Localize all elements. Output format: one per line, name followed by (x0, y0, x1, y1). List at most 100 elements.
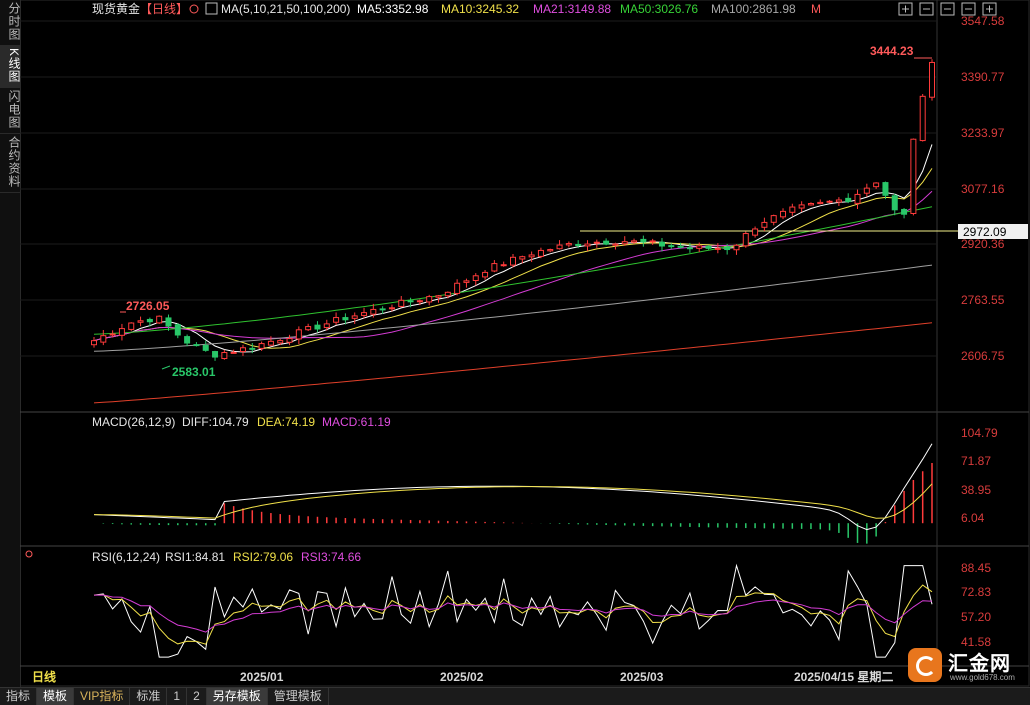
candle (100, 330, 107, 346)
candle (798, 201, 805, 213)
candle (919, 94, 926, 142)
candle-body (873, 182, 880, 188)
candle-body (658, 241, 665, 247)
candle (323, 319, 330, 331)
price-tick: 2920.36 (961, 237, 1005, 251)
chart-toolbar (898, 2, 997, 16)
main-legend: 现货黄金 【日线】 MA(5,10,21,50,100,200) MA5:335… (92, 1, 821, 16)
candle (705, 245, 712, 250)
tab-standard[interactable]: 标准 (130, 688, 168, 705)
candle (845, 193, 852, 204)
candle (761, 217, 768, 232)
candle (649, 238, 656, 245)
ma50-value: MA50:3026.76 (620, 2, 698, 16)
candle-body (91, 340, 97, 346)
macd-axis: 104.79 71.87 38.95 6.04 (961, 426, 998, 525)
candle (193, 342, 200, 347)
chart-area[interactable]: 现货黄金 【日线】 MA(5,10,21,50,100,200) MA5:335… (20, 0, 1030, 687)
candle (472, 273, 479, 286)
candle-body (426, 296, 433, 303)
sidebar-tab-kline[interactable]: K线图 (0, 46, 21, 89)
candle (770, 214, 777, 226)
candle (212, 350, 219, 361)
ma50-line (93, 206, 933, 335)
indicator-settings-icon[interactable] (205, 2, 218, 15)
period-tab[interactable]: 日线 (32, 669, 56, 684)
candle-body (249, 347, 256, 350)
ma10-value: MA10:3245.32 (441, 2, 519, 16)
candle-body (212, 351, 219, 358)
candle-body (128, 322, 135, 330)
candle-body (398, 299, 405, 307)
candle-body (556, 244, 563, 250)
candle (696, 242, 703, 253)
candle-body (742, 233, 749, 247)
macd-tick: 71.87 (961, 454, 991, 468)
price-level-line[interactable]: 2972.09 (580, 224, 1028, 239)
candle (239, 344, 246, 356)
candle-body (184, 336, 191, 344)
candle (305, 323, 312, 332)
candle-body (835, 199, 842, 203)
candle-body (472, 275, 479, 282)
candle (342, 313, 349, 325)
indicator-toggle-icon[interactable] (189, 4, 199, 14)
tab-manage-template[interactable]: 管理模板 (268, 688, 329, 705)
rsi-settings-icon[interactable] (25, 550, 33, 558)
macd-diff: DIFF:104.79 (182, 415, 249, 429)
candle (286, 334, 293, 346)
tab-indicator[interactable]: 指标 (0, 688, 38, 705)
candle-body (230, 351, 237, 354)
candle (277, 338, 284, 346)
candle (556, 240, 563, 250)
candle-body (537, 249, 544, 257)
tab-2[interactable]: 2 (187, 688, 207, 705)
candle (565, 241, 572, 248)
candle-body (202, 344, 209, 351)
candle (584, 240, 591, 252)
settings-icon[interactable] (961, 2, 976, 16)
candle-body (333, 317, 340, 323)
rsi1-value: RSI1:84.81 (165, 550, 225, 564)
sidebar-tab-contract[interactable]: 合约资料 (0, 134, 21, 194)
candle-body (463, 280, 470, 283)
candle-body (519, 256, 526, 260)
candle-body (547, 249, 554, 252)
close-icon[interactable] (982, 2, 997, 16)
candle-body (612, 243, 619, 246)
tab-vip-indicator[interactable]: VIP指标 (74, 688, 131, 705)
tab-save-template[interactable]: 另存模板 (206, 688, 268, 705)
zoom-out-icon[interactable] (919, 2, 934, 16)
logo-name: 汇金网 (948, 653, 1011, 675)
candle-body (761, 221, 768, 228)
candle (873, 182, 880, 189)
macd-tick: 38.95 (961, 483, 991, 497)
maximize-icon[interactable] (940, 2, 955, 16)
candle (174, 323, 181, 339)
sidebar-tab-timeshare[interactable]: 分时图 (0, 0, 21, 46)
candle (221, 349, 228, 360)
candle (752, 226, 759, 238)
candle (500, 261, 507, 267)
ma5-line (93, 144, 933, 353)
candle-body (342, 317, 349, 321)
tab-template[interactable]: 模板 (37, 688, 75, 705)
price-tick: 2763.55 (961, 293, 1005, 307)
candle (714, 243, 721, 254)
candle (249, 342, 256, 354)
zoom-in-icon[interactable] (898, 2, 913, 16)
candle (491, 260, 498, 273)
price-tick: 3390.77 (961, 70, 1005, 84)
candle-body (863, 187, 870, 194)
candle-body (118, 328, 125, 336)
candle-body (780, 210, 787, 218)
candle-body (901, 208, 908, 215)
candle (817, 199, 824, 205)
tab-1[interactable]: 1 (167, 688, 188, 705)
candle-body (286, 338, 293, 343)
sidebar: 分时图 K线图 闪电图 合约资料 (0, 0, 21, 687)
candle-body (100, 335, 107, 343)
sidebar-tab-flash[interactable]: 闪电图 (0, 88, 21, 135)
candle-body (584, 243, 591, 247)
candle-body (677, 245, 684, 248)
